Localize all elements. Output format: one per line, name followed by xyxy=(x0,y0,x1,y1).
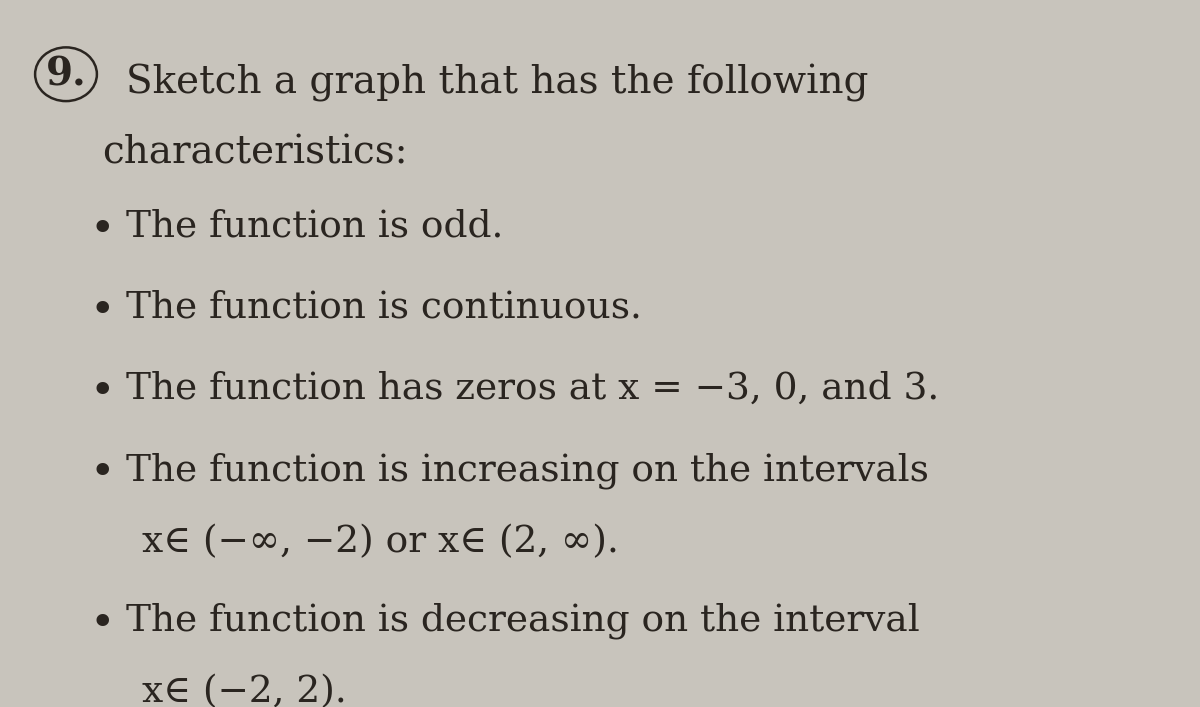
Text: characteristics:: characteristics: xyxy=(102,134,408,171)
Text: The function has zeros at x = −3, 0, and 3.: The function has zeros at x = −3, 0, and… xyxy=(126,371,940,407)
Text: The function is decreasing on the interval: The function is decreasing on the interv… xyxy=(126,603,919,639)
Text: The function is continuous.: The function is continuous. xyxy=(126,290,642,326)
Text: •: • xyxy=(89,371,115,413)
Text: •: • xyxy=(89,452,115,494)
Text: •: • xyxy=(89,603,115,645)
Text: 9.: 9. xyxy=(46,55,86,93)
Text: x∈ (−∞, −2) or x∈ (2, ∞).: x∈ (−∞, −2) or x∈ (2, ∞). xyxy=(142,524,618,560)
Text: •: • xyxy=(89,290,115,332)
Text: •: • xyxy=(89,209,115,250)
Text: The function is odd.: The function is odd. xyxy=(126,209,503,245)
Text: Sketch a graph that has the following: Sketch a graph that has the following xyxy=(126,64,869,102)
Text: The function is increasing on the intervals: The function is increasing on the interv… xyxy=(126,452,929,489)
Text: x∈ (−2, 2).: x∈ (−2, 2). xyxy=(142,674,347,707)
